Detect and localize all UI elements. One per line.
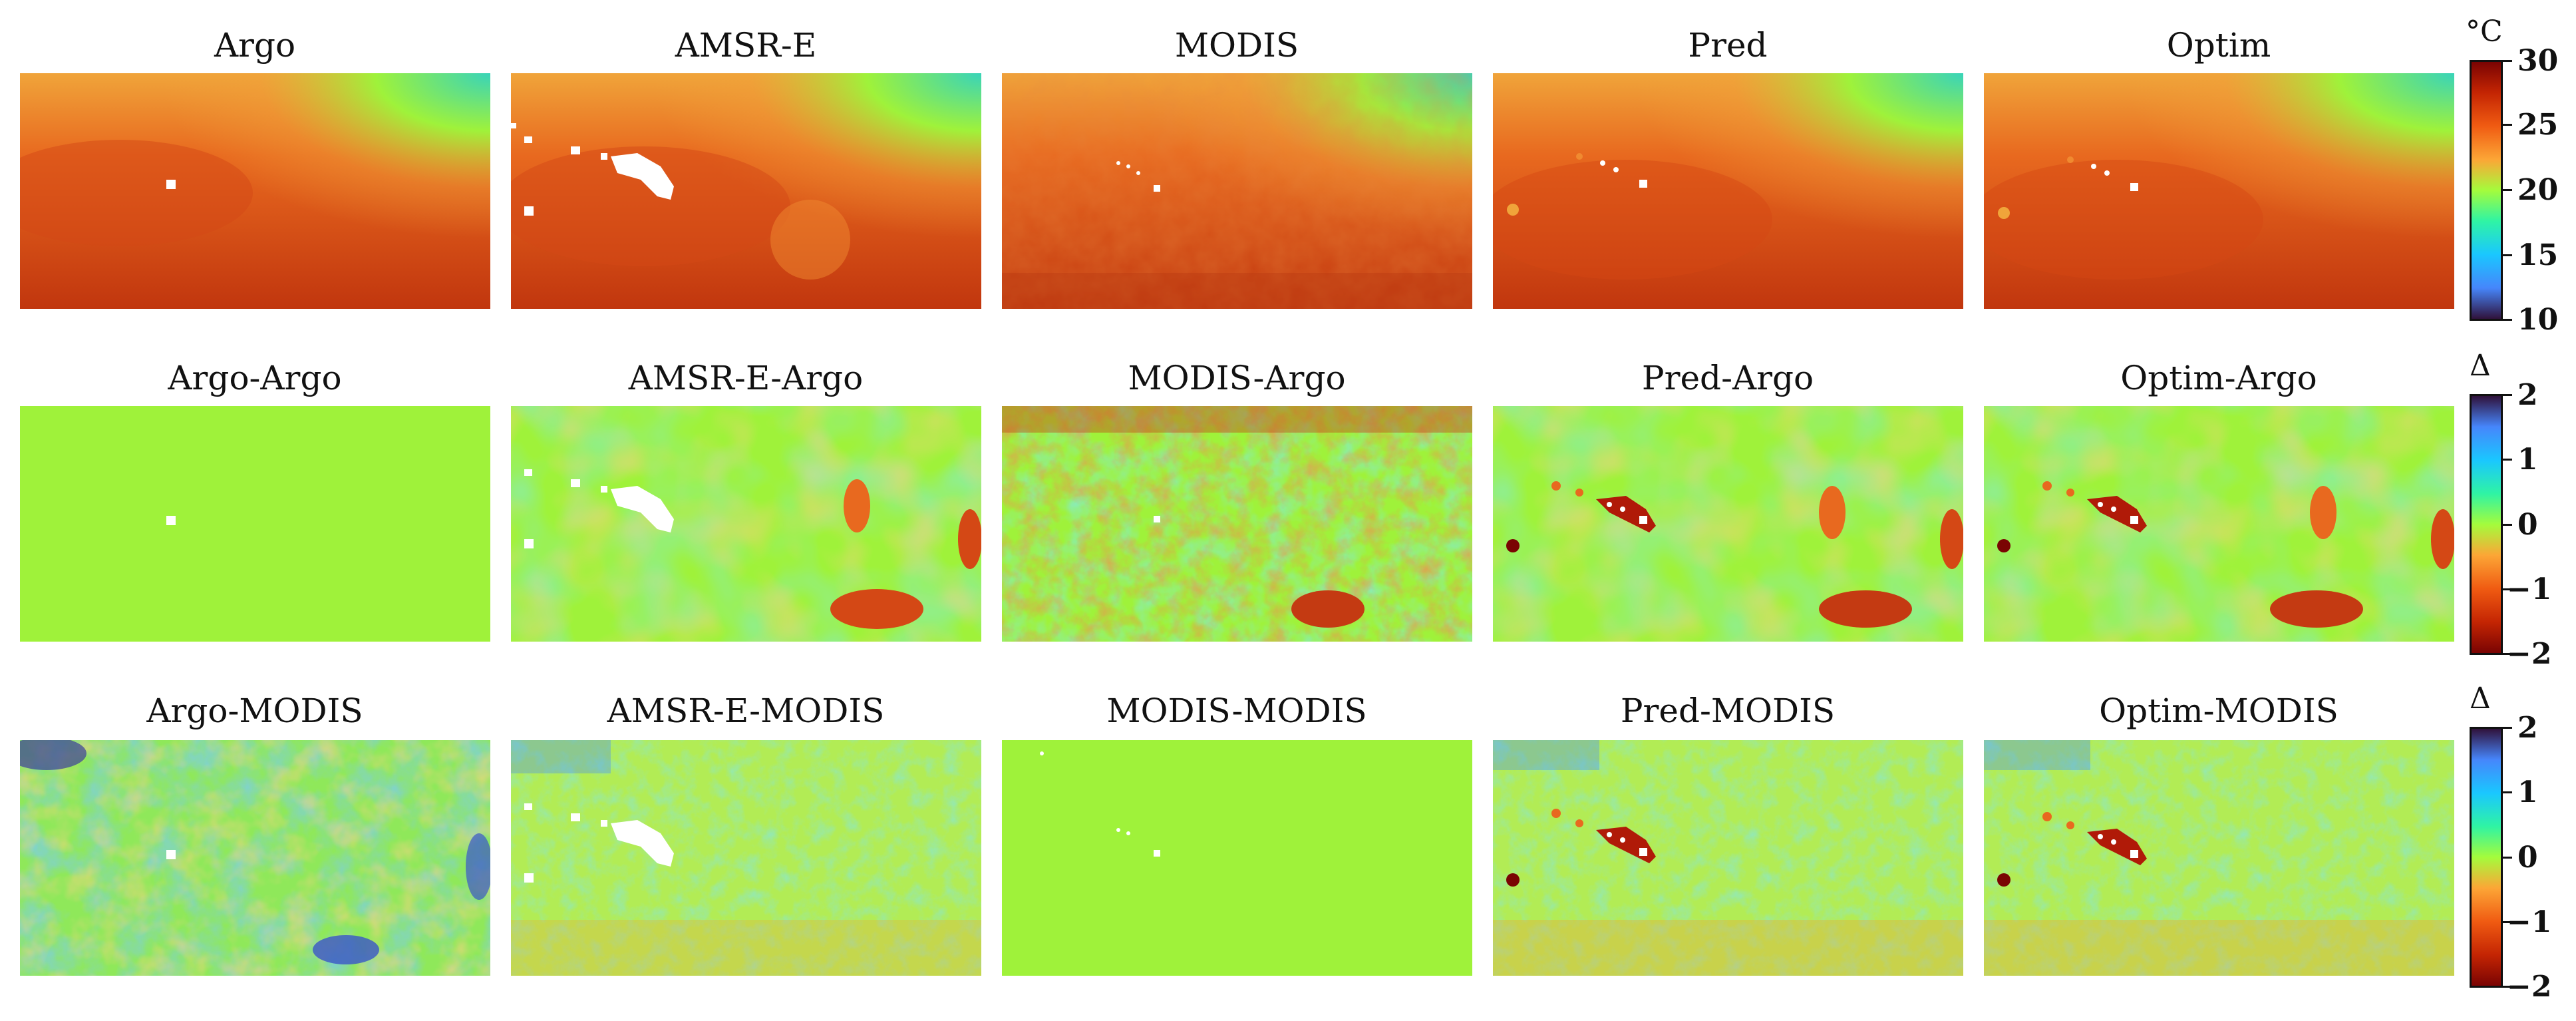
heatmap-argo-modis bbox=[20, 740, 490, 976]
colorbar-diff-argo-tick-1: 1 bbox=[2517, 443, 2538, 477]
heatmap-amsre-modis bbox=[511, 740, 981, 976]
heatmap-pred-modis bbox=[1493, 740, 1963, 976]
colorbar-sst-tick-15: 15 bbox=[2517, 238, 2559, 272]
panel-title-pred-modis: Pred-MODIS bbox=[1620, 692, 1836, 730]
panel-title-amsre-modis: AMSR-E-MODIS bbox=[607, 692, 885, 730]
colorbar-diff-modis-tickmark-2 bbox=[2503, 857, 2512, 859]
heatmap-amsre-argo bbox=[511, 406, 981, 642]
panel-title-optim-argo: Optim-Argo bbox=[2120, 359, 2317, 397]
heatmap-argo bbox=[20, 73, 490, 309]
colorbar-diff-modis-tick-neg1: −1 bbox=[2507, 905, 2552, 939]
colorbar-diff-argo-tickmark-2 bbox=[2503, 524, 2512, 526]
heatmap-optim-modis bbox=[1984, 740, 2454, 976]
heatmap-optim-argo bbox=[1984, 406, 2454, 642]
heatmap-pred bbox=[1493, 73, 1963, 309]
colorbar-diff-argo-tickmark-1 bbox=[2503, 459, 2512, 461]
panel-title-amsre-argo: AMSR-E-Argo bbox=[628, 359, 864, 397]
panel-title-amsre: AMSR-E bbox=[675, 26, 817, 65]
colorbar-diff-modis-tickmark-1 bbox=[2503, 791, 2512, 793]
colorbar-sst-tickmark-3 bbox=[2503, 254, 2512, 256]
colorbar-sst-tickmark-2 bbox=[2503, 189, 2512, 191]
heatmap-argo-argo bbox=[20, 406, 490, 642]
colorbar-diff-argo-tickmark-3 bbox=[2503, 588, 2512, 590]
panel-title-argo: Argo bbox=[214, 26, 296, 65]
colorbar-diff-modis-tick-1: 1 bbox=[2517, 775, 2538, 809]
heatmap-modis-argo bbox=[1002, 406, 1472, 642]
colorbar-diff-modis-tickmark-3 bbox=[2503, 921, 2512, 923]
panel-title-pred-argo: Pred-Argo bbox=[1641, 359, 1814, 397]
panel-title-modis-argo: MODIS-Argo bbox=[1128, 359, 1346, 397]
heatmap-modis bbox=[1002, 73, 1472, 309]
colorbar-diff-argo-tick-2: 2 bbox=[2517, 378, 2538, 412]
colorbar-diff-argo bbox=[2470, 394, 2503, 655]
colorbar-unit-diff-modis: Δ bbox=[2470, 682, 2491, 715]
panel-title-optim: Optim bbox=[2166, 26, 2271, 65]
heatmap-modis-modis bbox=[1002, 740, 1472, 976]
panel-title-argo-argo: Argo-Argo bbox=[168, 359, 342, 397]
heatmap-amsre bbox=[511, 73, 981, 309]
colorbar-diff-argo-tickmark-0 bbox=[2503, 394, 2512, 396]
colorbar-sst-tick-25: 25 bbox=[2517, 108, 2559, 142]
colorbar-unit-diff-argo: Δ bbox=[2470, 349, 2491, 383]
heatmap-optim bbox=[1984, 73, 2454, 309]
colorbar-diff-argo-tick-neg1: −1 bbox=[2507, 572, 2552, 606]
colorbar-sst bbox=[2470, 60, 2503, 321]
colorbar-sst-tick-30: 30 bbox=[2517, 44, 2559, 78]
colorbar-sst-tick-10: 10 bbox=[2517, 303, 2559, 337]
colorbar-diff-modis-tick-neg2: −2 bbox=[2507, 970, 2552, 1004]
panel-title-modis: MODIS bbox=[1174, 26, 1299, 65]
colorbar-diff-argo-tick-0: 0 bbox=[2517, 508, 2538, 542]
colorbar-sst-tick-20: 20 bbox=[2517, 173, 2559, 207]
colorbar-diff-argo-tickmark-4 bbox=[2503, 653, 2512, 655]
colorbar-diff-modis-tickmark-4 bbox=[2503, 986, 2512, 988]
panel-title-pred: Pred bbox=[1688, 26, 1768, 65]
panel-title-optim-modis: Optim-MODIS bbox=[2099, 692, 2338, 730]
colorbar-diff-modis-tickmark-0 bbox=[2503, 727, 2512, 729]
colorbar-sst-tickmark-0 bbox=[2503, 60, 2512, 62]
heatmap-pred-argo bbox=[1493, 406, 1963, 642]
colorbar-diff-modis bbox=[2470, 727, 2503, 988]
colorbar-diff-modis-tick-2: 2 bbox=[2517, 711, 2538, 745]
colorbar-diff-modis-tick-0: 0 bbox=[2517, 841, 2538, 875]
colorbar-diff-argo-tick-neg2: −2 bbox=[2507, 637, 2552, 671]
colorbar-unit-sst: °C bbox=[2466, 15, 2503, 49]
colorbar-sst-tickmark-1 bbox=[2503, 124, 2512, 126]
panel-title-argo-modis: Argo-MODIS bbox=[146, 692, 363, 730]
colorbar-sst-tickmark-4 bbox=[2503, 319, 2512, 321]
panel-title-modis-modis: MODIS-MODIS bbox=[1106, 692, 1367, 730]
